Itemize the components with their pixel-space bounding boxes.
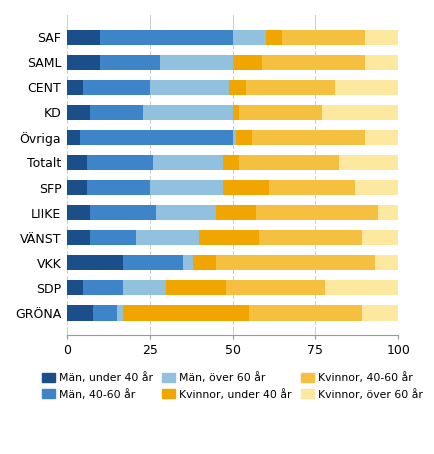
Bar	[268, 180, 354, 195]
Bar	[215, 255, 374, 271]
Bar	[249, 306, 361, 321]
Bar	[252, 130, 364, 145]
Bar	[100, 54, 159, 69]
Bar	[378, 205, 397, 220]
Bar	[67, 30, 100, 44]
Bar	[245, 80, 335, 95]
Bar	[100, 30, 232, 44]
Bar	[182, 255, 192, 271]
Bar	[93, 306, 116, 321]
Bar	[364, 30, 397, 44]
Bar	[374, 255, 397, 271]
Bar	[262, 54, 364, 69]
Bar	[67, 255, 123, 271]
Bar	[143, 105, 232, 120]
Bar	[361, 306, 397, 321]
Bar	[192, 255, 215, 271]
Bar	[222, 155, 239, 170]
Bar	[90, 205, 156, 220]
Bar	[225, 281, 325, 296]
Bar	[258, 230, 361, 245]
Bar	[83, 80, 149, 95]
Bar	[364, 130, 397, 145]
Bar	[86, 155, 153, 170]
Bar	[90, 105, 143, 120]
Bar	[232, 130, 235, 145]
Bar	[67, 130, 80, 145]
Bar	[156, 205, 215, 220]
Bar	[123, 255, 182, 271]
Bar	[149, 180, 222, 195]
Bar	[90, 230, 136, 245]
Bar	[153, 155, 222, 170]
Bar	[67, 180, 86, 195]
Bar	[67, 105, 90, 120]
Bar	[123, 306, 249, 321]
Bar	[282, 30, 364, 44]
Bar	[232, 105, 239, 120]
Bar	[123, 281, 166, 296]
Bar	[321, 105, 397, 120]
Bar	[338, 155, 397, 170]
Bar	[67, 306, 93, 321]
Bar	[86, 180, 149, 195]
Bar	[255, 205, 378, 220]
Legend: Män, under 40 år, Män, 40-60 år, Män, över 60 år, Kvinnor, under 40 år, Kvinnor,: Män, under 40 år, Män, 40-60 år, Män, öv…	[42, 372, 422, 400]
Bar	[361, 230, 397, 245]
Bar	[199, 230, 258, 245]
Bar	[239, 105, 321, 120]
Bar	[136, 230, 199, 245]
Bar	[67, 230, 90, 245]
Bar	[229, 80, 245, 95]
Bar	[80, 130, 232, 145]
Bar	[83, 281, 123, 296]
Bar	[67, 54, 100, 69]
Bar	[149, 80, 229, 95]
Bar	[335, 80, 397, 95]
Bar	[235, 130, 252, 145]
Bar	[239, 155, 338, 170]
Bar	[222, 180, 268, 195]
Bar	[232, 30, 265, 44]
Bar	[166, 281, 225, 296]
Bar	[232, 54, 262, 69]
Bar	[215, 205, 255, 220]
Bar	[67, 155, 86, 170]
Bar	[116, 306, 123, 321]
Bar	[354, 180, 397, 195]
Bar	[325, 281, 397, 296]
Bar	[67, 205, 90, 220]
Bar	[159, 54, 232, 69]
Bar	[265, 30, 282, 44]
Bar	[364, 54, 397, 69]
Bar	[67, 281, 83, 296]
Bar	[67, 80, 83, 95]
